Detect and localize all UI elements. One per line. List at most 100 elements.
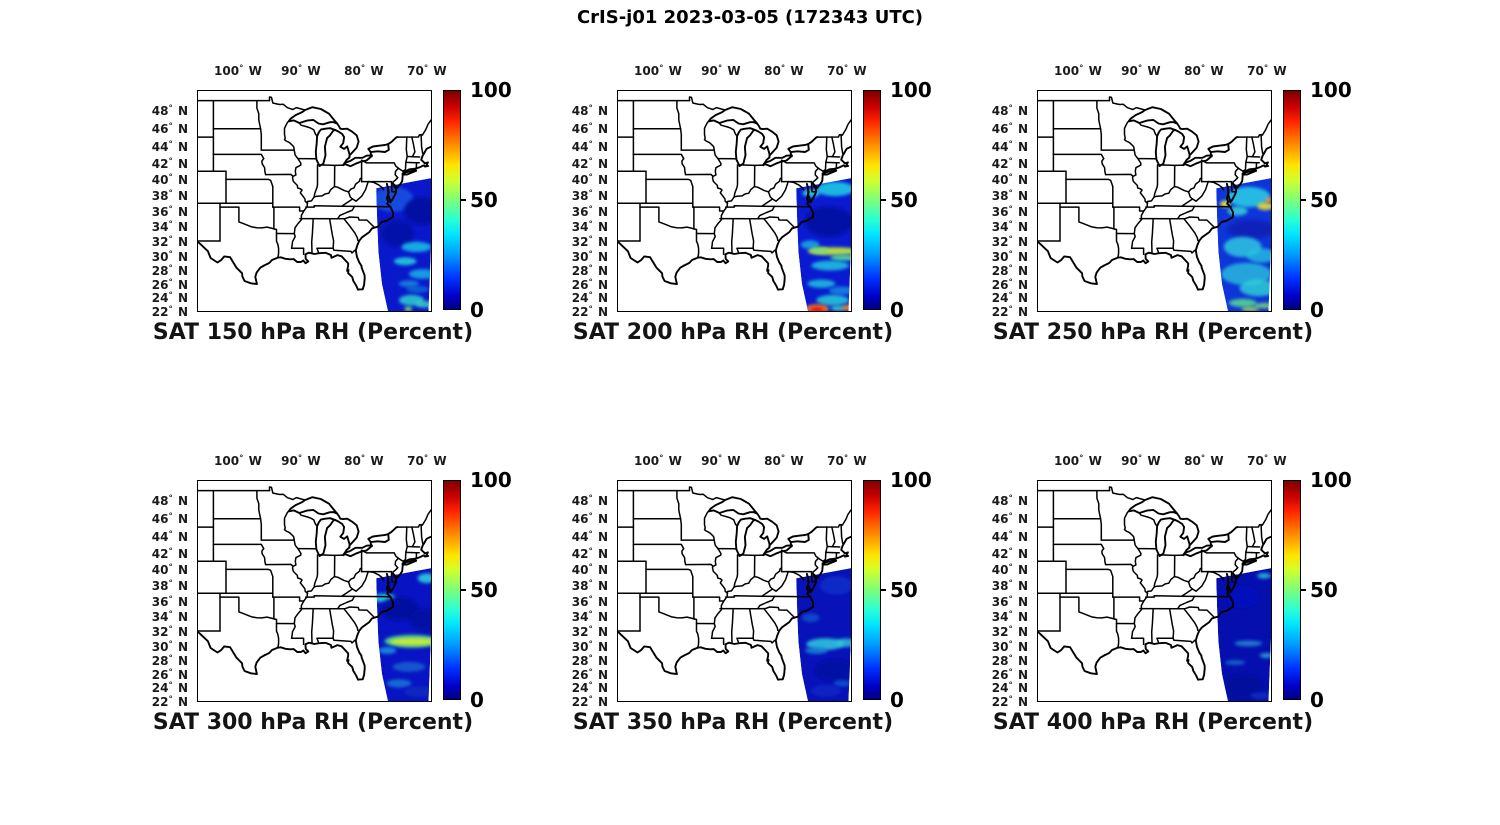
lat-tick-label: 32° N bbox=[991, 624, 1028, 639]
colorbar-gradient bbox=[1283, 480, 1301, 700]
lat-tick-label: 44° N bbox=[151, 529, 188, 544]
basemap-lines bbox=[1038, 96, 1271, 291]
lat-tick-label: 46° N bbox=[571, 512, 608, 527]
colorbar-tick bbox=[881, 589, 886, 591]
lat-tick-label: 38° N bbox=[991, 579, 1028, 594]
lat-tick-label: 34° N bbox=[151, 610, 188, 625]
lat-tick-label: 48° N bbox=[571, 103, 608, 118]
colorbar-tick-label: 0 bbox=[470, 298, 484, 322]
lon-tick-label: 90° W bbox=[701, 454, 741, 468]
lat-tick-label: 48° N bbox=[151, 493, 188, 508]
lat-tick-label: 44° N bbox=[991, 529, 1028, 544]
colorbar-tick bbox=[881, 199, 886, 201]
lat-tick-label: 22° N bbox=[991, 304, 1028, 319]
lon-tick-label: 70° W bbox=[407, 64, 447, 78]
lat-tick-label: 38° N bbox=[991, 189, 1028, 204]
lat-tick-label: 46° N bbox=[991, 122, 1028, 137]
lat-tick-label: 22° N bbox=[571, 694, 608, 709]
colorbar-tick-label: 100 bbox=[1310, 78, 1352, 102]
lat-tick-label: 24° N bbox=[571, 681, 608, 696]
lat-tick-label: 26° N bbox=[991, 667, 1028, 682]
lat-tick-label: 40° N bbox=[991, 173, 1028, 188]
lat-tick-label: 42° N bbox=[571, 156, 608, 171]
lat-tick-label: 30° N bbox=[991, 639, 1028, 654]
lat-tick-label: 32° N bbox=[991, 234, 1028, 249]
lat-tick-label: 38° N bbox=[151, 189, 188, 204]
lat-tick-label: 46° N bbox=[991, 512, 1028, 527]
colorbar-gradient bbox=[443, 90, 461, 310]
lat-tick-label: 38° N bbox=[151, 579, 188, 594]
lon-tick-label: 90° W bbox=[281, 64, 321, 78]
lat-tick-label: 26° N bbox=[571, 277, 608, 292]
lon-tick-label: 80° W bbox=[344, 64, 384, 78]
colorbar-gradient bbox=[443, 480, 461, 700]
colorbar-tick-label: 50 bbox=[890, 578, 918, 602]
map-frame bbox=[197, 480, 432, 702]
lat-tick-label: 22° N bbox=[151, 694, 188, 709]
lat-tick-label: 30° N bbox=[991, 249, 1028, 264]
colorbar-tick-label: 100 bbox=[470, 78, 512, 102]
lat-tick-label: 22° N bbox=[151, 304, 188, 319]
lon-tick-label: 80° W bbox=[1184, 64, 1224, 78]
colorbar-tick-label: 50 bbox=[470, 188, 498, 212]
panel-400hpa: 100° W 90° W 80° W 70° W 48° N 46° N 44° N 42°… bbox=[962, 445, 1362, 745]
lon-tick-label: 100° W bbox=[634, 64, 682, 78]
lon-tick-label: 70° W bbox=[1247, 64, 1287, 78]
basemap-us-states bbox=[1038, 96, 1271, 311]
lat-tick-label: 42° N bbox=[991, 546, 1028, 561]
colorbar-gradient bbox=[863, 480, 881, 700]
panel-250hpa: 100° W 90° W 80° W 70° W 48° N 46° N 44° N 42°… bbox=[962, 55, 1362, 355]
colorbar-tick-label: 50 bbox=[1310, 188, 1338, 212]
basemap-lines bbox=[1038, 486, 1271, 681]
panel-title: SAT 300 hPa RH (Percent) bbox=[152, 710, 474, 735]
basemap-lines bbox=[618, 96, 851, 291]
panel-150hpa: 100° W 90° W 80° W 70° W 48° N 46° N 44° N 42°… bbox=[122, 55, 522, 355]
basemap-us-states bbox=[1038, 486, 1271, 701]
figure-title: CrIS-j01 2023-03-05 (172343 UTC) bbox=[576, 7, 924, 28]
lat-tick-label: 30° N bbox=[571, 639, 608, 654]
lat-tick-label: 30° N bbox=[571, 249, 608, 264]
lat-tick-label: 32° N bbox=[151, 624, 188, 639]
lat-tick-label: 40° N bbox=[151, 173, 188, 188]
panel-title: SAT 400 hPa RH (Percent) bbox=[992, 710, 1314, 735]
colorbar-tick-label: 50 bbox=[1310, 578, 1338, 602]
panel-title: SAT 200 hPa RH (Percent) bbox=[572, 320, 894, 345]
swath-data bbox=[376, 178, 431, 311]
lat-tick-label: 44° N bbox=[571, 139, 608, 154]
lat-tick-label: 32° N bbox=[151, 234, 188, 249]
lat-tick-label: 24° N bbox=[571, 291, 608, 306]
panel-350hpa: 100° W 90° W 80° W 70° W 48° N 46° N 44° N 42°… bbox=[542, 445, 942, 745]
lat-tick-label: 28° N bbox=[571, 653, 608, 668]
map-frame bbox=[617, 480, 852, 702]
lat-tick-label: 24° N bbox=[991, 291, 1028, 306]
lon-tick-label: 100° W bbox=[634, 454, 682, 468]
lat-tick-label: 46° N bbox=[571, 122, 608, 137]
lat-tick-label: 28° N bbox=[991, 263, 1028, 278]
lat-tick-label: 30° N bbox=[151, 249, 188, 264]
lat-tick-label: 36° N bbox=[991, 204, 1028, 219]
lat-tick-label: 42° N bbox=[151, 546, 188, 561]
lon-tick-label: 90° W bbox=[1121, 454, 1161, 468]
colorbar-tick-label: 0 bbox=[1310, 298, 1324, 322]
swath-data bbox=[1216, 568, 1271, 701]
colorbar-tick bbox=[461, 199, 466, 201]
basemap-lines bbox=[618, 486, 851, 681]
lon-tick-label: 70° W bbox=[1247, 454, 1287, 468]
colorbar-gradient bbox=[1283, 90, 1301, 310]
lat-tick-label: 34° N bbox=[151, 220, 188, 235]
colorbar-tick bbox=[461, 589, 466, 591]
lat-tick-label: 42° N bbox=[571, 546, 608, 561]
lat-tick-label: 40° N bbox=[151, 563, 188, 578]
colorbar-tick-label: 0 bbox=[470, 688, 484, 712]
swath-data bbox=[376, 568, 431, 701]
map-frame bbox=[1037, 480, 1272, 702]
colorbar-tick-label: 100 bbox=[890, 468, 932, 492]
basemap-us-states bbox=[618, 486, 851, 701]
lon-tick-label: 100° W bbox=[214, 454, 262, 468]
lon-tick-label: 90° W bbox=[281, 454, 321, 468]
basemap-lines bbox=[198, 486, 431, 681]
basemap-lines bbox=[198, 96, 431, 291]
map-frame bbox=[1037, 90, 1272, 312]
lat-tick-label: 26° N bbox=[151, 277, 188, 292]
